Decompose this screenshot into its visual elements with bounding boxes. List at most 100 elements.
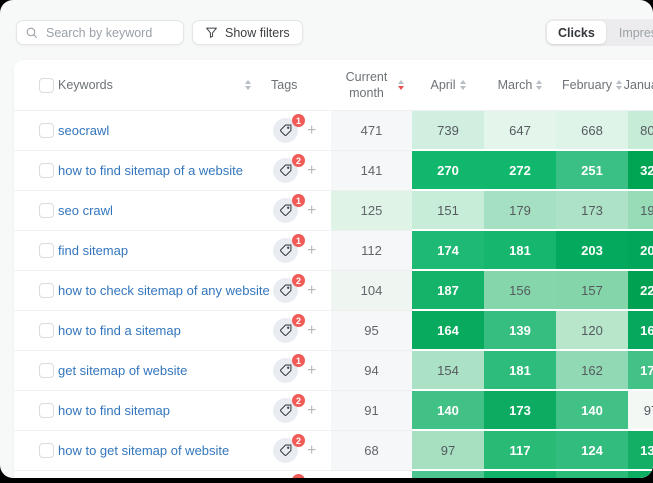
current-month-cell: 112 [331,231,412,271]
heat-cell [628,471,653,478]
tag-button[interactable]: 2 [273,394,305,423]
show-filters-label: Show filters [225,25,290,40]
add-tag-button[interactable]: + [307,321,317,339]
tag-button[interactable]: 1 [273,194,305,223]
tag-button[interactable]: 2 [273,434,305,463]
heat-cell: 140 [412,391,484,431]
keyword-cell: how to get sitemap of website [58,431,261,471]
search-input[interactable] [44,24,175,41]
sort-icon-active-desc[interactable] [397,80,404,90]
heat-cell [412,471,484,478]
tag-button[interactable]: 1 [273,114,305,143]
keyword-link[interactable]: how to get sitemap of website [58,443,230,458]
add-tag-button[interactable]: + [307,121,317,139]
keyword-link[interactable]: get sitemap of website [58,363,188,378]
keyword-cell: how to find a sitemap [58,311,261,351]
row-checkbox[interactable] [39,243,54,258]
heat-cell: 174 [412,231,484,271]
add-tag-button[interactable]: + [307,401,317,419]
current-month-cell: 141 [331,151,412,191]
keyword-link[interactable]: seocrawl [58,123,110,138]
add-tag-button[interactable]: + [307,201,317,219]
keyword-link[interactable]: how to find sitemap of a website [58,163,243,178]
checkbox-cell [14,111,58,151]
row-checkbox[interactable] [39,323,54,338]
tag-icon [279,124,292,137]
checkbox-cell [14,311,58,351]
keyword-cell: seo crawl [58,191,261,231]
keyword-link[interactable]: how to check sitemap of any website [58,283,270,298]
row-checkbox[interactable] [39,123,54,138]
tag-count-badge: 2 [292,434,305,447]
sort-icon[interactable] [459,80,466,90]
tag-button[interactable]: 1 [273,354,305,383]
keyword-link[interactable]: find sitemap [58,243,129,258]
keyword-link[interactable]: seo crawl [58,203,113,218]
tag-count-badge: 2 [292,274,305,287]
tag-button[interactable]: 2 [273,314,305,343]
tag-icon [279,404,292,417]
tag-button[interactable]: 2 [273,154,305,183]
tag-icon [279,444,292,457]
add-tag-button[interactable]: + [307,361,317,379]
column-header-current-month[interactable]: Current month [331,60,412,110]
tag-button[interactable]: 2 [273,274,305,303]
toggle-impressions[interactable]: Impressions [618,25,653,40]
table-row: seocrawl 1+471739647668807 [14,111,653,151]
row-checkbox[interactable] [39,203,54,218]
column-header-february[interactable]: February [556,60,628,110]
heat-cell: 164 [412,311,484,351]
table-row: + [14,471,653,478]
current-month-cell: 91 [331,391,412,431]
tag-count-badge: 2 [292,314,305,327]
toggle-clicks[interactable]: Clicks [547,21,606,44]
heat-cell: 272 [484,151,556,191]
heat-cell [484,471,556,478]
add-tag-button[interactable]: + [307,281,317,299]
current-month-cell [331,471,412,478]
tag-button[interactable]: 1 [273,234,305,263]
column-label: March [497,78,533,92]
row-checkbox[interactable] [39,403,54,418]
add-tag-button[interactable]: + [307,161,317,179]
select-all-checkbox[interactable] [39,77,54,93]
column-header-tags: Tags [261,60,331,110]
keyword-link[interactable]: how to find sitemap [58,403,171,418]
sort-icon[interactable] [536,80,543,90]
row-checkbox[interactable] [39,363,54,378]
add-tag-button[interactable]: + [307,441,317,459]
sort-icon[interactable] [245,80,251,90]
checkbox-cell [14,391,58,431]
column-header-keywords[interactable]: Keywords [58,60,261,110]
sort-icon[interactable] [616,80,623,90]
heat-cell: 187 [412,271,484,311]
checkbox-cell [14,471,58,478]
show-filters-button[interactable]: Show filters [192,20,303,45]
keyword-link[interactable]: how to find a sitemap [58,323,181,338]
heat-cell: 251 [556,151,628,191]
current-month-column-label: Current month [345,69,388,100]
heat-cell: 132 [628,431,653,471]
table-row: seo crawl 1+125151179173193 [14,191,653,231]
column-header-march[interactable]: March [484,60,556,110]
keyword-cell: how to check sitemap of any website [58,271,270,311]
checkbox-cell [14,351,58,391]
tag-count-badge [292,474,305,478]
row-checkbox[interactable] [39,163,54,178]
heat-cell: 156 [484,271,556,311]
table-row: how to find a sitemap 2+95164139120167 [14,311,653,351]
row-checkbox[interactable] [39,443,54,458]
tags-cell: 2 + [261,151,331,191]
current-month-cell: 104 [331,271,412,311]
column-header-january[interactable]: January [624,60,653,110]
table-row: how to get sitemap of website 2 +68 97 117 12… [14,431,653,471]
row-checkbox[interactable] [39,283,54,298]
heat-cell: 181 [484,351,556,391]
tag-icon [279,204,292,217]
add-tag-button[interactable]: + [307,241,317,259]
column-header-april[interactable]: April [412,60,484,110]
heat-cell: 647 [484,111,556,151]
search-box[interactable] [16,20,184,45]
